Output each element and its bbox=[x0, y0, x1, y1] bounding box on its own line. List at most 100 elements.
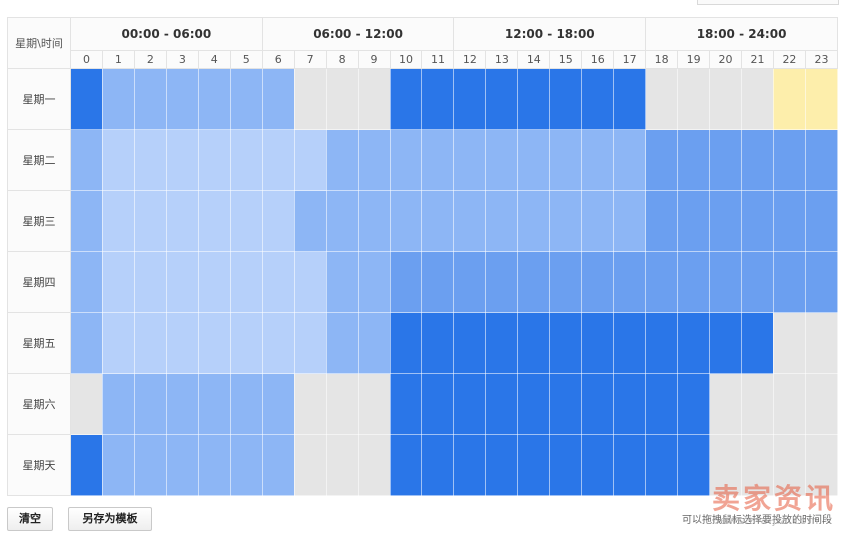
time-slot-cell[interactable] bbox=[70, 251, 103, 313]
time-slot-cell[interactable] bbox=[389, 312, 423, 374]
time-slot-cell[interactable] bbox=[453, 373, 487, 435]
time-slot-cell[interactable] bbox=[70, 190, 103, 252]
time-slot-cell[interactable] bbox=[485, 312, 519, 374]
save-as-template-button[interactable]: 另存为模板 bbox=[68, 507, 152, 531]
time-slot-cell[interactable] bbox=[549, 373, 583, 435]
time-slot-cell[interactable] bbox=[421, 251, 455, 313]
time-slot-cell[interactable] bbox=[804, 434, 839, 496]
time-slot-cell[interactable] bbox=[677, 312, 711, 374]
time-slot-cell[interactable] bbox=[229, 251, 263, 313]
hour-header-cell[interactable]: 1 bbox=[101, 50, 135, 69]
time-slot-cell[interactable] bbox=[453, 312, 487, 374]
time-slot-cell[interactable] bbox=[645, 129, 679, 191]
hour-header-cell[interactable]: 8 bbox=[325, 50, 359, 69]
time-slot-cell[interactable] bbox=[293, 129, 327, 191]
time-slot-cell[interactable] bbox=[677, 68, 711, 130]
time-slot-cell[interactable] bbox=[645, 373, 679, 435]
hour-header-cell[interactable]: 15 bbox=[549, 50, 583, 69]
time-slot-cell[interactable] bbox=[709, 373, 743, 435]
time-slot-cell[interactable] bbox=[261, 434, 295, 496]
time-slot-cell[interactable] bbox=[677, 129, 711, 191]
time-slot-cell[interactable] bbox=[389, 129, 423, 191]
time-slot-cell[interactable] bbox=[517, 129, 551, 191]
time-slot-cell[interactable] bbox=[101, 434, 135, 496]
time-slot-cell[interactable] bbox=[741, 190, 774, 252]
time-slot-cell[interactable] bbox=[709, 251, 743, 313]
time-slot-cell[interactable] bbox=[709, 68, 743, 130]
time-slot-cell[interactable] bbox=[357, 251, 391, 313]
time-slot-cell[interactable] bbox=[613, 190, 647, 252]
hour-header-cell[interactable]: 9 bbox=[357, 50, 391, 69]
time-slot-cell[interactable] bbox=[197, 68, 231, 130]
time-slot-cell[interactable] bbox=[133, 434, 167, 496]
time-slot-cell[interactable] bbox=[389, 434, 423, 496]
time-slot-cell[interactable] bbox=[389, 373, 423, 435]
time-slot-cell[interactable] bbox=[197, 373, 231, 435]
time-slot-cell[interactable] bbox=[325, 434, 359, 496]
time-slot-cell[interactable] bbox=[70, 312, 103, 374]
time-slot-cell[interactable] bbox=[485, 190, 519, 252]
time-slot-cell[interactable] bbox=[229, 312, 263, 374]
time-slot-cell[interactable] bbox=[165, 190, 199, 252]
time-slot-cell[interactable] bbox=[197, 434, 231, 496]
time-slot-cell[interactable] bbox=[261, 190, 295, 252]
hour-header-cell[interactable]: 7 bbox=[293, 50, 327, 69]
time-slot-cell[interactable] bbox=[645, 312, 679, 374]
time-slot-cell[interactable] bbox=[581, 68, 615, 130]
time-slot-cell[interactable] bbox=[772, 129, 806, 191]
time-slot-cell[interactable] bbox=[772, 434, 806, 496]
time-slot-cell[interactable] bbox=[389, 251, 423, 313]
time-slot-cell[interactable] bbox=[133, 251, 167, 313]
time-slot-cell[interactable] bbox=[70, 129, 103, 191]
time-slot-cell[interactable] bbox=[101, 129, 135, 191]
time-slot-cell[interactable] bbox=[549, 434, 583, 496]
time-slot-cell[interactable] bbox=[645, 68, 679, 130]
time-slot-cell[interactable] bbox=[453, 129, 487, 191]
time-slot-cell[interactable] bbox=[293, 68, 327, 130]
time-slot-cell[interactable] bbox=[677, 190, 711, 252]
time-slot-cell[interactable] bbox=[677, 373, 711, 435]
time-slot-cell[interactable] bbox=[709, 434, 743, 496]
hour-header-cell[interactable]: 18 bbox=[645, 50, 679, 69]
hour-header-cell[interactable]: 20 bbox=[709, 50, 743, 69]
hour-header-cell[interactable]: 14 bbox=[517, 50, 551, 69]
time-slot-cell[interactable] bbox=[165, 251, 199, 313]
hour-header-cell[interactable]: 16 bbox=[581, 50, 615, 69]
time-slot-cell[interactable] bbox=[261, 373, 295, 435]
time-slot-cell[interactable] bbox=[133, 190, 167, 252]
time-slot-cell[interactable] bbox=[772, 251, 806, 313]
time-slot-cell[interactable] bbox=[677, 251, 711, 313]
time-slot-cell[interactable] bbox=[165, 373, 199, 435]
time-slot-cell[interactable] bbox=[804, 373, 839, 435]
time-slot-cell[interactable] bbox=[804, 312, 839, 374]
day-label[interactable]: 星期四 bbox=[7, 251, 71, 313]
time-slot-cell[interactable] bbox=[453, 68, 487, 130]
hour-header-cell[interactable]: 13 bbox=[485, 50, 519, 69]
time-slot-cell[interactable] bbox=[325, 251, 359, 313]
time-slot-cell[interactable] bbox=[101, 251, 135, 313]
time-slot-cell[interactable] bbox=[613, 312, 647, 374]
time-slot-cell[interactable] bbox=[101, 190, 135, 252]
hour-group-1[interactable]: 06:00 - 12:00 bbox=[261, 17, 455, 51]
time-slot-cell[interactable] bbox=[517, 312, 551, 374]
hour-header-cell[interactable]: 2 bbox=[133, 50, 167, 69]
hour-header-cell[interactable]: 3 bbox=[165, 50, 199, 69]
time-slot-cell[interactable] bbox=[581, 312, 615, 374]
time-slot-cell[interactable] bbox=[645, 190, 679, 252]
time-slot-cell[interactable] bbox=[421, 190, 455, 252]
time-slot-cell[interactable] bbox=[229, 129, 263, 191]
time-slot-cell[interactable] bbox=[357, 312, 391, 374]
time-slot-cell[interactable] bbox=[485, 434, 519, 496]
time-slot-cell[interactable] bbox=[741, 373, 774, 435]
day-label[interactable]: 星期六 bbox=[7, 373, 71, 435]
time-slot-cell[interactable] bbox=[517, 434, 551, 496]
time-slot-cell[interactable] bbox=[709, 190, 743, 252]
day-label[interactable]: 星期三 bbox=[7, 190, 71, 252]
hour-header-cell[interactable]: 11 bbox=[421, 50, 455, 69]
hour-group-2[interactable]: 12:00 - 18:00 bbox=[453, 17, 647, 51]
time-slot-cell[interactable] bbox=[581, 190, 615, 252]
time-slot-cell[interactable] bbox=[549, 251, 583, 313]
time-slot-cell[interactable] bbox=[421, 434, 455, 496]
time-slot-cell[interactable] bbox=[421, 68, 455, 130]
hour-header-cell[interactable]: 4 bbox=[197, 50, 231, 69]
